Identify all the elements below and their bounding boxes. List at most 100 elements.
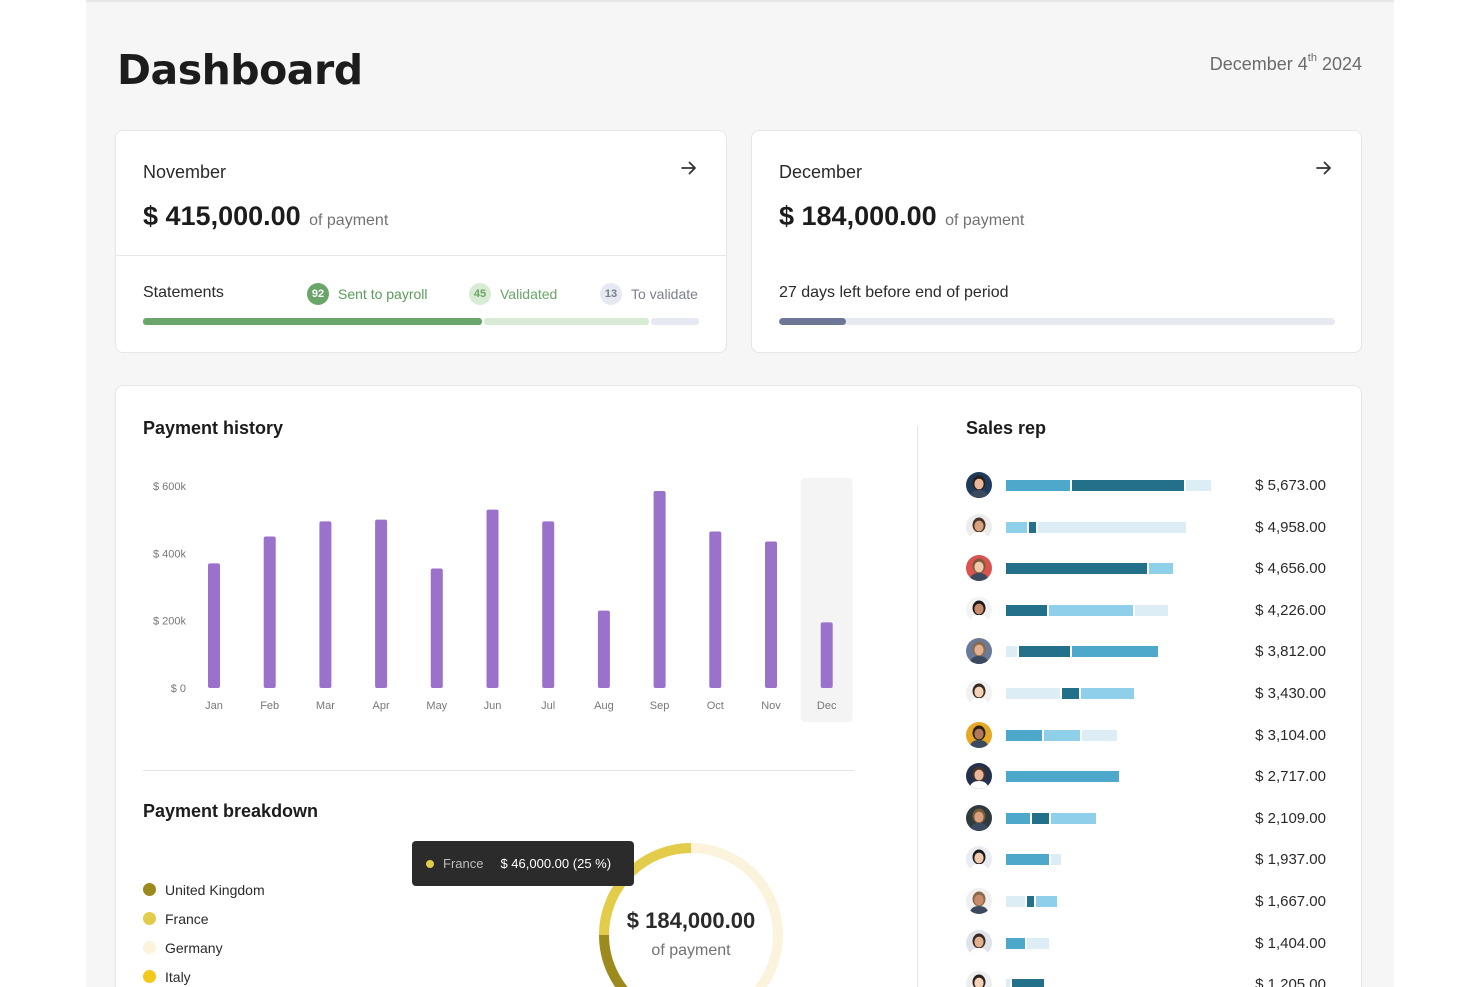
- sales-rep-amount: $ 2,717.00: [1255, 768, 1326, 786]
- bar-segment: [1135, 604, 1168, 616]
- bar-segment: [1051, 854, 1061, 866]
- legend-label: Germany: [165, 939, 223, 956]
- legend-color-dot: [143, 912, 156, 925]
- payment-history-chart: $ 0 $ 200k $ 400k $ 600k Jan Feb Mar Apr May Jun J…: [153, 478, 853, 722]
- bar-feb[interactable]: [263, 536, 276, 689]
- donut-tooltip: France $ 46,000.00 (25 %): [412, 841, 634, 886]
- period-progress-fill: [779, 318, 846, 325]
- main-card: Payment history $ 0 $ 200k $ 400k $ 600k Jan…: [115, 385, 1362, 987]
- bar-segment: [1149, 563, 1173, 575]
- tooltip-color-dot: [426, 859, 434, 868]
- days-left-text: 27 days left before end of period: [779, 284, 1009, 301]
- avatar: [966, 679, 992, 706]
- bar-dec[interactable]: [820, 622, 833, 688]
- sales-rep-row[interactable]: $ 1,404.00: [966, 928, 1326, 970]
- x-tick-label: Sep: [650, 700, 670, 712]
- sales-rep-row[interactable]: $ 4,226.00: [966, 595, 1326, 637]
- progress-segment: [651, 318, 699, 325]
- sales-rep-bar: [1006, 812, 1096, 824]
- section-divider: [143, 770, 854, 771]
- bar-segment: [1038, 521, 1186, 533]
- bar-mar[interactable]: [319, 521, 332, 688]
- x-tick-label: Jul: [541, 700, 555, 712]
- page-title: Dashboard: [117, 46, 363, 94]
- payment-breakdown-title: Payment breakdown: [143, 801, 319, 821]
- sales-rep-bar: [1006, 521, 1186, 533]
- sales-rep-row[interactable]: $ 4,958.00: [966, 512, 1326, 554]
- bar-apr[interactable]: [375, 519, 388, 688]
- sales-rep-amount: $ 1,937.00: [1255, 851, 1326, 869]
- bar-segment: [1019, 646, 1070, 658]
- bar-oct[interactable]: [709, 531, 722, 688]
- bar-segment: [1072, 480, 1184, 491]
- sales-rep-amount: $ 3,430.00: [1255, 684, 1326, 702]
- sales-rep-bar: [1006, 895, 1057, 907]
- sales-rep-row[interactable]: $ 5,673.00: [966, 470, 1326, 512]
- avatar: [966, 721, 992, 748]
- legend-color-dot: [143, 883, 156, 896]
- legend-label: Italy: [165, 968, 191, 985]
- sales-rep-bar: [1006, 563, 1173, 575]
- bar-jan[interactable]: [208, 563, 220, 688]
- sales-rep-row[interactable]: $ 1,205.00: [966, 969, 1326, 987]
- sales-rep-bar: [1006, 854, 1061, 866]
- sales-rep-row[interactable]: $ 1,937.00: [966, 844, 1326, 886]
- bar-nov[interactable]: [765, 541, 777, 688]
- bar-segment: [1044, 729, 1080, 741]
- bar-segment: [1027, 895, 1034, 907]
- legend-label: Sent to payroll: [338, 286, 428, 302]
- x-tick-label: Dec: [817, 700, 837, 712]
- arrow-right-icon[interactable]: [678, 157, 700, 179]
- sales-rep-row[interactable]: $ 2,717.00: [966, 761, 1326, 803]
- bar-jul[interactable]: [542, 521, 555, 688]
- sales-rep-row[interactable]: $ 2,109.00: [966, 803, 1326, 845]
- sales-rep-list: $ 5,673.00 $ 4,958.00 $ 4,656.00 $ 4,226.00…: [966, 470, 1326, 987]
- x-tick-label: Aug: [594, 700, 614, 712]
- bar-jun[interactable]: [486, 509, 499, 688]
- sales-rep-bar: [1006, 729, 1117, 741]
- column-divider: [917, 426, 918, 987]
- sales-rep-bar: [1006, 937, 1049, 949]
- sales-rep-amount: $ 1,667.00: [1255, 892, 1326, 910]
- bar-segment: [1012, 979, 1044, 987]
- bar-aug[interactable]: [597, 610, 610, 688]
- highlight-column: [800, 478, 853, 722]
- sales-rep-amount: $ 3,104.00: [1255, 726, 1326, 744]
- page-date: December 4th 2024: [1209, 52, 1362, 74]
- donut-segment-united-kingdom[interactable]: [599, 934, 635, 987]
- bar-sep[interactable]: [653, 491, 666, 688]
- bar-may[interactable]: [430, 568, 443, 688]
- avatar: [966, 887, 992, 914]
- avatar: [966, 763, 992, 790]
- sales-rep-row[interactable]: $ 3,430.00: [966, 678, 1326, 720]
- bar-segment: [1081, 687, 1134, 699]
- sales-rep-row[interactable]: $ 3,104.00: [966, 720, 1326, 762]
- arrow-right-icon[interactable]: [1313, 157, 1335, 179]
- sales-rep-row[interactable]: $ 1,667.00: [966, 886, 1326, 928]
- sales-rep-row[interactable]: $ 4,656.00: [966, 553, 1326, 595]
- november-amount-suffix: of payment: [309, 212, 389, 229]
- x-tick-label: Feb: [260, 700, 279, 712]
- sales-rep-bar: [1006, 687, 1134, 699]
- bar-segment: [1032, 812, 1049, 824]
- bar-segment: [1051, 812, 1096, 824]
- statements-legend-item: 45 Validated: [469, 283, 557, 305]
- sales-rep-amount: $ 4,958.00: [1255, 518, 1326, 536]
- bar-segment: [1036, 895, 1057, 907]
- sales-rep-bar: [1006, 480, 1211, 491]
- breakdown-legend-item: United Kingdom: [143, 875, 265, 904]
- y-tick-label: $ 0: [171, 683, 186, 695]
- december-amount-line: $ 184,000.00 of payment: [779, 201, 1024, 232]
- progress-segment: [483, 318, 650, 325]
- y-tick-label: $ 400k: [153, 548, 187, 560]
- bar-segment: [1006, 729, 1042, 741]
- legend-color-dot: [143, 970, 156, 983]
- tooltip-country: France: [443, 856, 484, 871]
- avatar: [966, 846, 992, 873]
- count-badge: 13: [600, 283, 622, 305]
- count-badge: 45: [469, 283, 491, 305]
- y-tick-label: $ 200k: [153, 616, 187, 628]
- sales-rep-row[interactable]: $ 3,812.00: [966, 636, 1326, 678]
- bar-segment: [1072, 646, 1158, 658]
- sales-rep-bar: [1006, 604, 1168, 616]
